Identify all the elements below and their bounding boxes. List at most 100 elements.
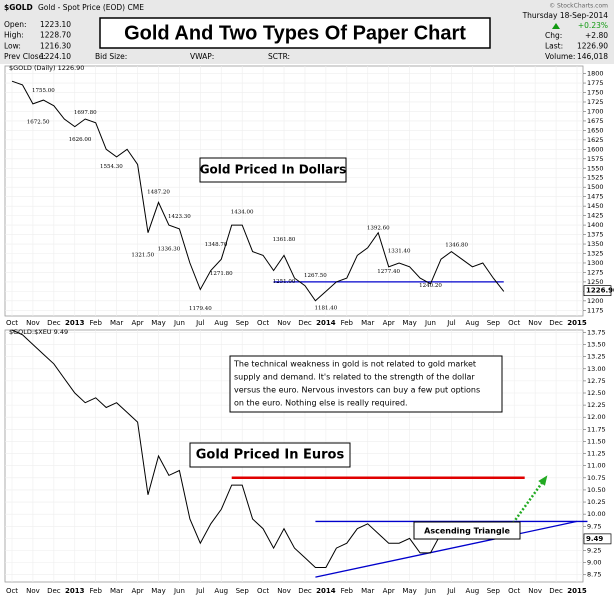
y-tick-label: 1250 xyxy=(587,278,604,286)
x-tick-label: Aug xyxy=(214,319,228,327)
x-tick-label: Apr xyxy=(383,319,395,327)
y-tick-label: 1375 xyxy=(587,231,604,239)
x-tick-label: Mar xyxy=(110,319,123,327)
x-tick-label: Oct xyxy=(257,587,269,595)
x-tick-label: Dec xyxy=(298,319,312,327)
x-tick-label: Feb xyxy=(90,587,103,595)
panel-title: Gold Priced In Euros xyxy=(196,448,345,463)
y-tick-label: 9.00 xyxy=(587,559,601,567)
x-tick-label: Nov xyxy=(528,319,542,327)
x-tick-label: Mar xyxy=(361,319,374,327)
y-tick-label: 1725 xyxy=(587,98,604,106)
price-line xyxy=(11,329,505,568)
x-tick-label: 2013 xyxy=(65,319,85,327)
y-tick-label: 10.75 xyxy=(587,474,606,482)
x-tick-label: 2015 xyxy=(567,587,587,595)
note-line: on the euro. Nothing else is really requ… xyxy=(234,399,408,408)
x-tick-label: Jul xyxy=(446,587,456,595)
x-tick-label: May xyxy=(151,319,165,327)
x-tick-label: Dec xyxy=(549,587,563,595)
x-tick-label: Nov xyxy=(528,587,542,595)
y-tick-label: 1175 xyxy=(587,306,604,314)
x-tick-label: Nov xyxy=(26,319,40,327)
trend-line xyxy=(315,520,578,578)
x-tick-label: Jul xyxy=(195,319,205,327)
x-tick-label: Aug xyxy=(466,587,480,595)
y-tick-label: 12.00 xyxy=(587,413,606,421)
y-tick-label: 1750 xyxy=(587,89,604,97)
field-value: 1228.70 xyxy=(40,31,71,40)
x-tick-label: Oct xyxy=(6,319,18,327)
credit: © StockCharts.com xyxy=(549,3,608,10)
price-label: 1181.40 xyxy=(315,305,338,311)
price-label: 1179.40 xyxy=(189,306,212,312)
y-tick-label: 1575 xyxy=(587,155,604,163)
x-tick-label: Dec xyxy=(47,587,61,595)
y-tick-label: 1500 xyxy=(587,183,604,191)
x-tick-label: Dec xyxy=(47,319,61,327)
field-value: 1226.90 xyxy=(577,42,608,51)
x-tick-label: Jun xyxy=(173,319,185,327)
field-label: Prev Close: xyxy=(4,52,46,61)
y-tick-label: 1450 xyxy=(587,202,604,210)
y-tick-label: 1300 xyxy=(587,259,604,267)
price-label: 1277.40 xyxy=(377,269,400,275)
price-label: 1672.50 xyxy=(27,119,50,125)
last-value-label: 1226.90 xyxy=(586,287,614,295)
y-tick-label: 1700 xyxy=(587,107,604,115)
price-label: 1423.30 xyxy=(168,214,191,220)
change-pct: +0.23% xyxy=(578,21,608,30)
y-tick-label: 1325 xyxy=(587,250,604,258)
last-value-box xyxy=(583,533,612,545)
y-tick-label: 1600 xyxy=(587,145,604,153)
price-label: 1321.50 xyxy=(131,252,154,258)
x-tick-label: Apr xyxy=(383,587,395,595)
title-box xyxy=(189,442,351,468)
x-tick-label: Apr xyxy=(131,319,143,327)
y-tick-label: 12.25 xyxy=(587,401,606,409)
x-tick-label: 2015 xyxy=(567,319,587,327)
arrow-head xyxy=(538,475,548,486)
note-box xyxy=(229,355,503,413)
x-tick-label: 2014 xyxy=(316,587,336,595)
sctr: SCTR: xyxy=(268,52,290,61)
y-tick-label: 1475 xyxy=(587,193,604,201)
y-tick-label: 1675 xyxy=(587,117,604,125)
x-tick-label: May xyxy=(402,587,416,595)
field-label: High: xyxy=(4,31,24,40)
x-tick-label: Nov xyxy=(277,587,291,595)
y-tick-label: 1650 xyxy=(587,126,604,134)
x-tick-label: Sep xyxy=(236,319,250,327)
field-value: +2.80 xyxy=(585,31,608,40)
price-label: 1361.80 xyxy=(273,237,296,243)
y-tick-label: 1525 xyxy=(587,174,604,182)
y-tick-label: 9.75 xyxy=(587,522,601,530)
x-tick-label: Feb xyxy=(90,319,103,327)
price-label: 1346.80 xyxy=(445,243,468,249)
y-tick-label: 1775 xyxy=(587,79,604,87)
y-tick-label: 13.75 xyxy=(587,328,606,336)
field-value: 1216.30 xyxy=(40,41,71,50)
price-label: 1240.20 xyxy=(419,283,442,289)
field-label: Volume: xyxy=(545,52,575,61)
x-tick-label: 2014 xyxy=(316,319,336,327)
title-box xyxy=(99,17,491,49)
pattern-label: Ascending Triangle xyxy=(424,527,510,536)
vwap: VWAP: xyxy=(190,52,214,61)
y-tick-label: 13.00 xyxy=(587,365,606,373)
field-value: 1224.10 xyxy=(40,52,71,61)
x-tick-label: Jun xyxy=(424,319,436,327)
x-tick-label: Oct xyxy=(508,319,520,327)
note-line: supply and demand. It's related to the s… xyxy=(234,373,475,382)
x-tick-label: Jul xyxy=(195,587,205,595)
y-tick-label: 12.50 xyxy=(587,389,606,397)
x-tick-label: Sep xyxy=(487,319,501,327)
date: Thursday 18-Sep-2014 xyxy=(522,11,609,20)
price-label: 1755.00 xyxy=(32,88,55,94)
note-line: The technical weakness in gold is not re… xyxy=(233,360,476,369)
x-tick-label: Feb xyxy=(341,319,354,327)
y-tick-label: 1550 xyxy=(587,164,604,172)
x-tick-label: Jun xyxy=(173,587,185,595)
x-tick-label: Feb xyxy=(341,587,354,595)
